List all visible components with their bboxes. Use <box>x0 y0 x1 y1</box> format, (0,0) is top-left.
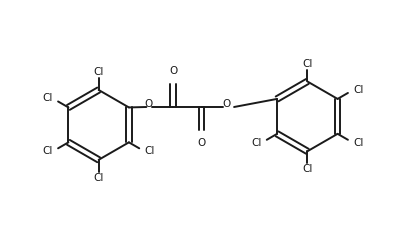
Text: O: O <box>144 99 152 109</box>
Text: Cl: Cl <box>301 164 312 174</box>
Text: Cl: Cl <box>251 138 261 148</box>
Text: O: O <box>222 99 230 109</box>
Text: Cl: Cl <box>352 138 362 148</box>
Text: Cl: Cl <box>43 93 53 104</box>
Text: Cl: Cl <box>144 146 154 156</box>
Text: O: O <box>168 66 177 76</box>
Text: Cl: Cl <box>93 67 104 77</box>
Text: Cl: Cl <box>93 173 104 183</box>
Text: Cl: Cl <box>352 85 362 95</box>
Text: Cl: Cl <box>43 146 53 156</box>
Text: Cl: Cl <box>301 59 312 68</box>
Text: O: O <box>197 138 205 148</box>
